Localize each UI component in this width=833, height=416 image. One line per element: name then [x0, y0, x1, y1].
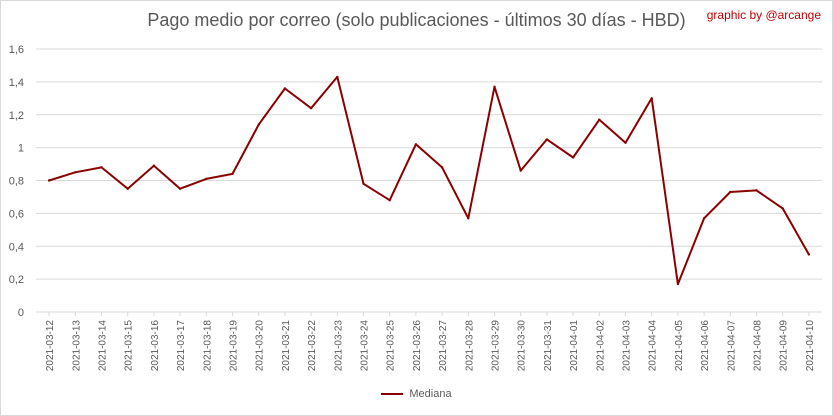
x-tick-label: 2021-03-14	[98, 320, 109, 372]
x-tick-label: 2021-03-22	[307, 320, 318, 372]
y-tick-label: 1,6	[9, 44, 24, 56]
data-point	[467, 217, 470, 220]
data-point	[152, 164, 156, 167]
data-point	[362, 182, 365, 185]
x-tick-label: 2021-04-03	[622, 320, 633, 372]
x-tick-label: 2021-04-01	[569, 320, 580, 372]
x-tick-label: 2021-04-07	[726, 320, 737, 372]
x-tick-label: 2021-03-28	[464, 320, 475, 372]
data-point	[729, 190, 732, 194]
series-line	[48, 75, 810, 286]
data-point	[309, 106, 313, 110]
y-tick-label: 1,4	[9, 77, 24, 89]
data-point	[388, 199, 391, 202]
x-tick-label: 2021-03-13	[71, 320, 82, 372]
y-tick-label: 0,4	[9, 241, 24, 253]
data-point	[676, 282, 680, 286]
y-tick-labels: 0 0,2 0,4 0,6 0,8 1 1,2 1,4 1,6	[9, 44, 24, 319]
y-tick-label: 0,6	[9, 208, 24, 220]
data-point	[519, 169, 522, 172]
x-tick-label: 2021-03-23	[333, 320, 344, 372]
y-tick-label: 0,8	[9, 176, 24, 188]
legend-swatch	[381, 393, 404, 396]
x-tick-label: 2021-04-09	[779, 320, 790, 372]
x-tick-label: 2021-04-05	[674, 320, 685, 372]
data-point	[755, 189, 758, 192]
x-tick-label: 2021-03-31	[543, 320, 554, 372]
x-tick-label: 2021-03-18	[202, 320, 213, 372]
credit-label: graphic by @arcange	[706, 8, 821, 22]
x-tick-label: 2021-03-27	[438, 320, 449, 372]
x-tick-label: 2021-03-15	[124, 320, 135, 372]
data-point	[74, 171, 77, 174]
data-point	[257, 123, 260, 126]
x-tick-label: 2021-04-04	[648, 320, 659, 372]
data-point	[624, 141, 627, 144]
data-point	[702, 217, 706, 220]
series-layer	[47, 75, 811, 286]
data-point	[545, 138, 549, 141]
legend-label: Mediana	[409, 388, 452, 400]
data-point	[205, 177, 208, 181]
x-tick-labels: 2021-03-12 2021-03-13 2021-03-14 2021-03-15…	[45, 320, 816, 372]
data-point	[414, 143, 418, 146]
x-tick-label: 2021-04-10	[805, 320, 816, 372]
data-point	[178, 187, 182, 190]
x-tick-label: 2021-04-06	[700, 320, 711, 372]
x-tick-label: 2021-03-29	[491, 320, 502, 372]
chart-title: Pago medio por correo (solo publicacione…	[147, 10, 686, 30]
data-point	[336, 75, 339, 79]
y-tick-label: 1,2	[9, 110, 24, 122]
data-point	[126, 187, 129, 190]
data-point	[493, 85, 496, 89]
data-point	[650, 97, 653, 100]
x-tick-label: 2021-03-24	[360, 320, 371, 372]
y-tick-label: 1	[18, 143, 24, 155]
data-point	[283, 87, 287, 90]
x-tick-label: 2021-03-30	[517, 320, 528, 372]
x-tick-label: 2021-03-20	[255, 320, 266, 372]
data-point	[598, 118, 601, 121]
y-tick-label: 0,2	[9, 274, 24, 286]
x-tick-label: 2021-03-26	[412, 320, 423, 372]
legend: Mediana	[0, 388, 833, 400]
x-tick-label: 2021-04-08	[753, 320, 764, 372]
y-tick-label: 0	[18, 307, 24, 319]
data-point	[47, 179, 51, 182]
data-point	[781, 207, 784, 210]
x-tick-label: 2021-03-19	[229, 320, 240, 372]
x-tick-label: 2021-04-02	[595, 320, 606, 372]
grid-layer	[36, 48, 822, 316]
x-tick-label: 2021-03-16	[150, 320, 161, 372]
x-tick-label: 2021-03-12	[45, 320, 56, 372]
x-tick-label: 2021-03-21	[281, 320, 292, 372]
data-point	[231, 172, 234, 176]
x-tick-label: 2021-03-25	[386, 320, 397, 372]
data-point	[807, 253, 811, 256]
data-point	[440, 166, 444, 169]
data-point	[571, 156, 575, 159]
x-tick-label: 2021-03-17	[176, 320, 187, 372]
data-point	[100, 166, 103, 169]
